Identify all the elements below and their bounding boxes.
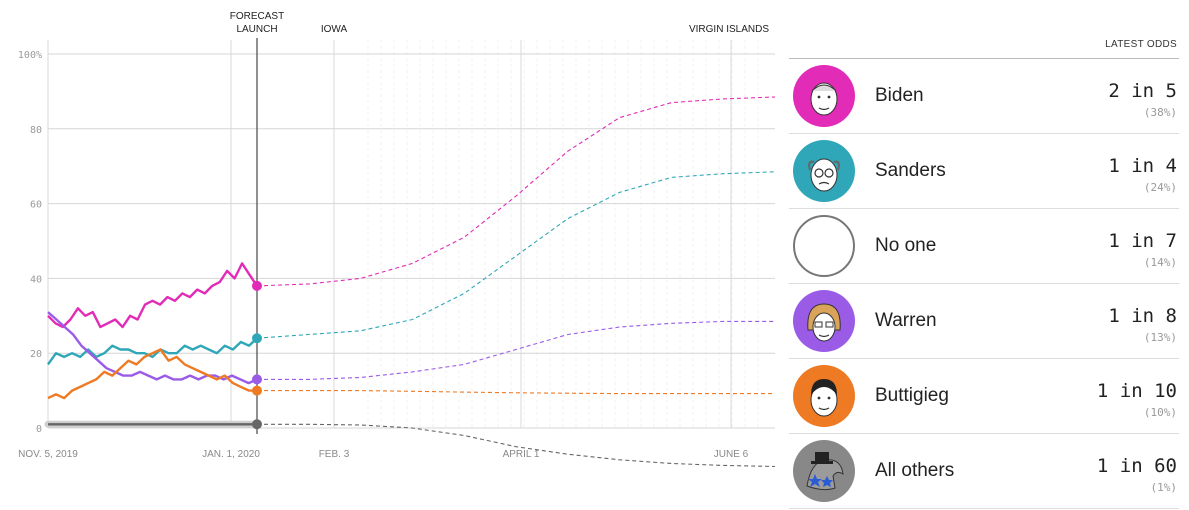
y-tick-label: 40 [30,274,42,285]
sanders-history-line [47,337,258,366]
buttigieg-history-line [47,348,257,400]
x-tick-label: JAN. 1, 2020 [202,449,260,460]
odds-row-buttigieg: Buttigieg 1 in 10 (10%) [789,359,1179,434]
y-tick-label: 80 [30,125,42,136]
odds-value: 1 in 8 [1108,305,1177,327]
y-tick-label: 20 [30,349,42,360]
candidate-name: Buttigieg [875,385,949,406]
x-tick-label: NOV. 5, 2019 [18,449,78,460]
odds-row-sanders: Sanders 1 in 4 (24%) [789,134,1179,209]
event-marker-label: LAUNCH [236,24,277,35]
candidate-name: No one [875,235,937,256]
odds-row-no-one: No one 1 in 7 (14%) [789,209,1179,284]
donkey-icon [793,440,855,502]
buttigieg-current-point [252,385,262,396]
biden-current-point [252,280,262,291]
odds-percent: (10%) [1143,406,1177,419]
odds-percent: (14%) [1143,256,1177,269]
warren-portrait [793,290,855,352]
event-marker-label: FORECAST [230,11,284,22]
odds-value: 1 in 10 [1096,380,1177,402]
odds-value: 2 in 5 [1108,80,1177,102]
candidate-name: All others [875,460,955,481]
sanders-portrait [793,140,855,202]
all-others-projection-line [257,423,776,468]
odds-over-time-chart: 100% 80 60 40 20 0 NOV. 5, 2019 JAN. 1, 2020 FEB… [18,11,776,468]
x-tick-label: FEB. 3 [319,449,350,460]
biden-projection-line [256,96,776,287]
odds-value: 1 in 60 [1096,455,1177,477]
x-tick-label: APRIL 1 [503,449,540,460]
odds-value: 1 in 4 [1108,155,1177,177]
warren-projection-line [257,320,775,380]
y-tick-label: 0 [36,424,42,435]
buttigieg-portrait [793,365,855,427]
odds-percent: (1%) [1150,481,1178,494]
event-marker-label: IOWA [321,24,348,35]
candidate-name: Warren [875,310,937,331]
odds-percent: (38%) [1143,106,1177,119]
latest-odds-panel: LATEST ODDS Biden 2 in 5 (38%) Sanders 1 in … [789,30,1179,509]
odds-value: 1 in 7 [1108,230,1177,252]
buttigieg-projection-line [257,390,775,395]
biden-portrait [793,65,855,127]
sanders-current-point [252,333,262,344]
warren-current-point [252,374,262,385]
sanders-projection-line [256,171,776,339]
candidate-name: Sanders [875,160,946,181]
all-others-current-point [252,419,262,430]
candidate-name: Biden [875,85,924,106]
warren-history-line [47,311,258,385]
odds-percent: (13%) [1143,331,1177,344]
odds-row-biden: Biden 2 in 5 (38%) [789,59,1179,134]
odds-percent: (24%) [1143,181,1177,194]
odds-row-warren: Warren 1 in 8 (13%) [789,284,1179,359]
odds-row-all-others: All others 1 in 60 (1%) [789,434,1179,509]
event-marker-label: VIRGIN ISLANDS [689,24,769,35]
x-tick-label: JUNE 6 [714,449,749,460]
empty-circle [793,215,855,277]
latest-odds-header: LATEST ODDS [789,30,1179,59]
y-tick-label: 100% [18,50,42,61]
biden-history-line [47,262,258,329]
y-tick-label: 60 [30,200,42,211]
